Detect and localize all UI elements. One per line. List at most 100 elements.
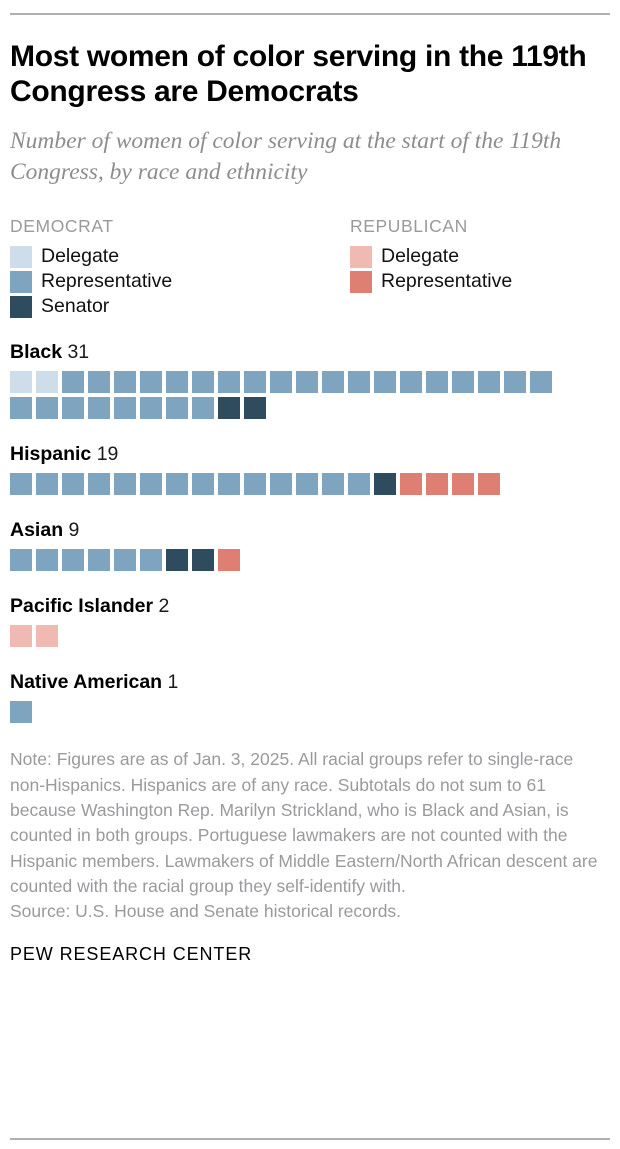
chart-subtitle: Number of women of color serving at the … [10,128,562,186]
legend-label-democrat-representative: Representative [41,269,173,292]
legend-swatch-republican-representative [350,270,372,293]
chart-group: Black 31 [10,341,610,423]
chart-unit-square [140,549,162,572]
chart-group-header: Native American 1 [10,671,610,694]
chart-unit-square [10,701,32,724]
chart-unit-square [114,473,136,496]
chart-group-value: 9 [63,519,80,542]
bottom-divider [10,1138,610,1140]
pew-research-center-brand: PEW RESEARCH CENTER [10,943,253,964]
legend-item-democrat-senator: Senator [10,294,350,319]
legend-item-democrat-delegate: Delegate [10,244,350,269]
chart-group-label: Native American [10,671,163,694]
chart-unit-square [400,473,422,496]
chart-unit-square [114,371,136,394]
chart-plot-area: Black 31 Hispanic 19 Asian 9 Pacific Island… [10,341,610,727]
chart-unit-square [88,473,110,496]
chart-unit-square [452,371,474,394]
chart-unit-square [530,371,552,394]
legend-item-republican-delegate: Delegate [350,244,610,269]
chart-unit-square [218,473,240,496]
legend-label-democrat-delegate: Delegate [41,244,120,267]
legend-group-democrat: DEMOCRAT Delegate Representative Senator [10,216,350,319]
chart-unit-square [36,473,58,496]
legend-swatch-democrat-representative [10,270,32,293]
top-divider [10,13,610,15]
chart-group-squares [10,371,556,423]
chart-unit-square [270,473,292,496]
chart-group: Hispanic 19 [10,443,610,499]
chart-group-header: Pacific Islander 2 [10,595,610,618]
chart-unit-square [270,371,292,394]
legend-label-republican-representative: Representative [381,269,513,292]
chart-unit-square [166,473,188,496]
chart-unit-square [374,371,396,394]
chart-title: Most women of color serving in the 119th… [10,40,587,109]
chart-unit-square [504,371,526,394]
chart-unit-square [296,371,318,394]
chart-unit-square [166,549,188,572]
chart-unit-square [88,371,110,394]
legend-label-republican-delegate: Delegate [381,244,460,267]
chart-group-label: Black [10,341,63,364]
chart-group-label: Pacific Islander [10,595,154,618]
chart-unit-square [296,473,318,496]
chart-note: Note: Figures are as of Jan. 3, 2025. Al… [10,749,598,897]
chart-unit-square [140,371,162,394]
chart-unit-square [36,397,58,420]
chart-unit-square [192,549,214,572]
chart-unit-square [322,473,344,496]
chart-source: Source: U.S. House and Senate historical… [10,901,402,922]
chart-group-header: Hispanic 19 [10,443,610,466]
chart-unit-square [62,397,84,420]
chart-unit-square [478,473,500,496]
chart-unit-square [348,371,370,394]
chart-group: Native American 1 [10,671,610,727]
legend-item-republican-representative: Representative [350,269,610,294]
legend-swatch-democrat-delegate [10,245,32,268]
chart-group-value: 19 [91,443,119,466]
chart-unit-square [36,549,58,572]
chart-unit-square [218,397,240,420]
chart-unit-square [166,371,188,394]
chart-group-squares [10,549,556,575]
chart-group: Asian 9 [10,519,610,575]
chart-group-header: Asian 9 [10,519,610,542]
chart-unit-square [166,397,188,420]
legend-group-republican: REPUBLICAN Delegate Representative [350,216,610,319]
chart-group-squares [10,701,556,727]
chart-group-label: Asian [10,519,64,542]
chart-unit-square [426,371,448,394]
chart-unit-square [244,397,266,420]
legend-label-democrat-senator: Senator [41,294,110,317]
chart-legend: DEMOCRAT Delegate Representative Senator… [10,216,610,319]
chart-unit-square [114,549,136,572]
legend-swatch-democrat-senator [10,295,32,318]
chart-unit-square [192,473,214,496]
chart-group: Pacific Islander 2 [10,595,610,651]
chart-group-label: Hispanic [10,443,92,466]
chart-unit-square [452,473,474,496]
chart-group-value: 1 [162,671,179,694]
chart-unit-square [10,397,32,420]
chart-unit-square [192,397,214,420]
chart-unit-square [88,397,110,420]
chart-unit-square [10,549,32,572]
chart-unit-square [140,397,162,420]
chart-unit-square [426,473,448,496]
chart-unit-square [244,371,266,394]
chart-unit-square [348,473,370,496]
chart-unit-square [192,371,214,394]
pew-chart-figure: Most women of color serving in the 119th… [0,13,620,1149]
chart-unit-square [10,473,32,496]
chart-unit-square [62,549,84,572]
chart-unit-square [36,625,58,648]
chart-unit-square [244,473,266,496]
chart-group-value: 31 [62,341,90,364]
chart-unit-square [218,371,240,394]
chart-unit-square [114,397,136,420]
chart-group-squares [10,473,556,499]
chart-unit-square [10,625,32,648]
chart-group-header: Black 31 [10,341,610,364]
chart-group-squares [10,625,556,651]
